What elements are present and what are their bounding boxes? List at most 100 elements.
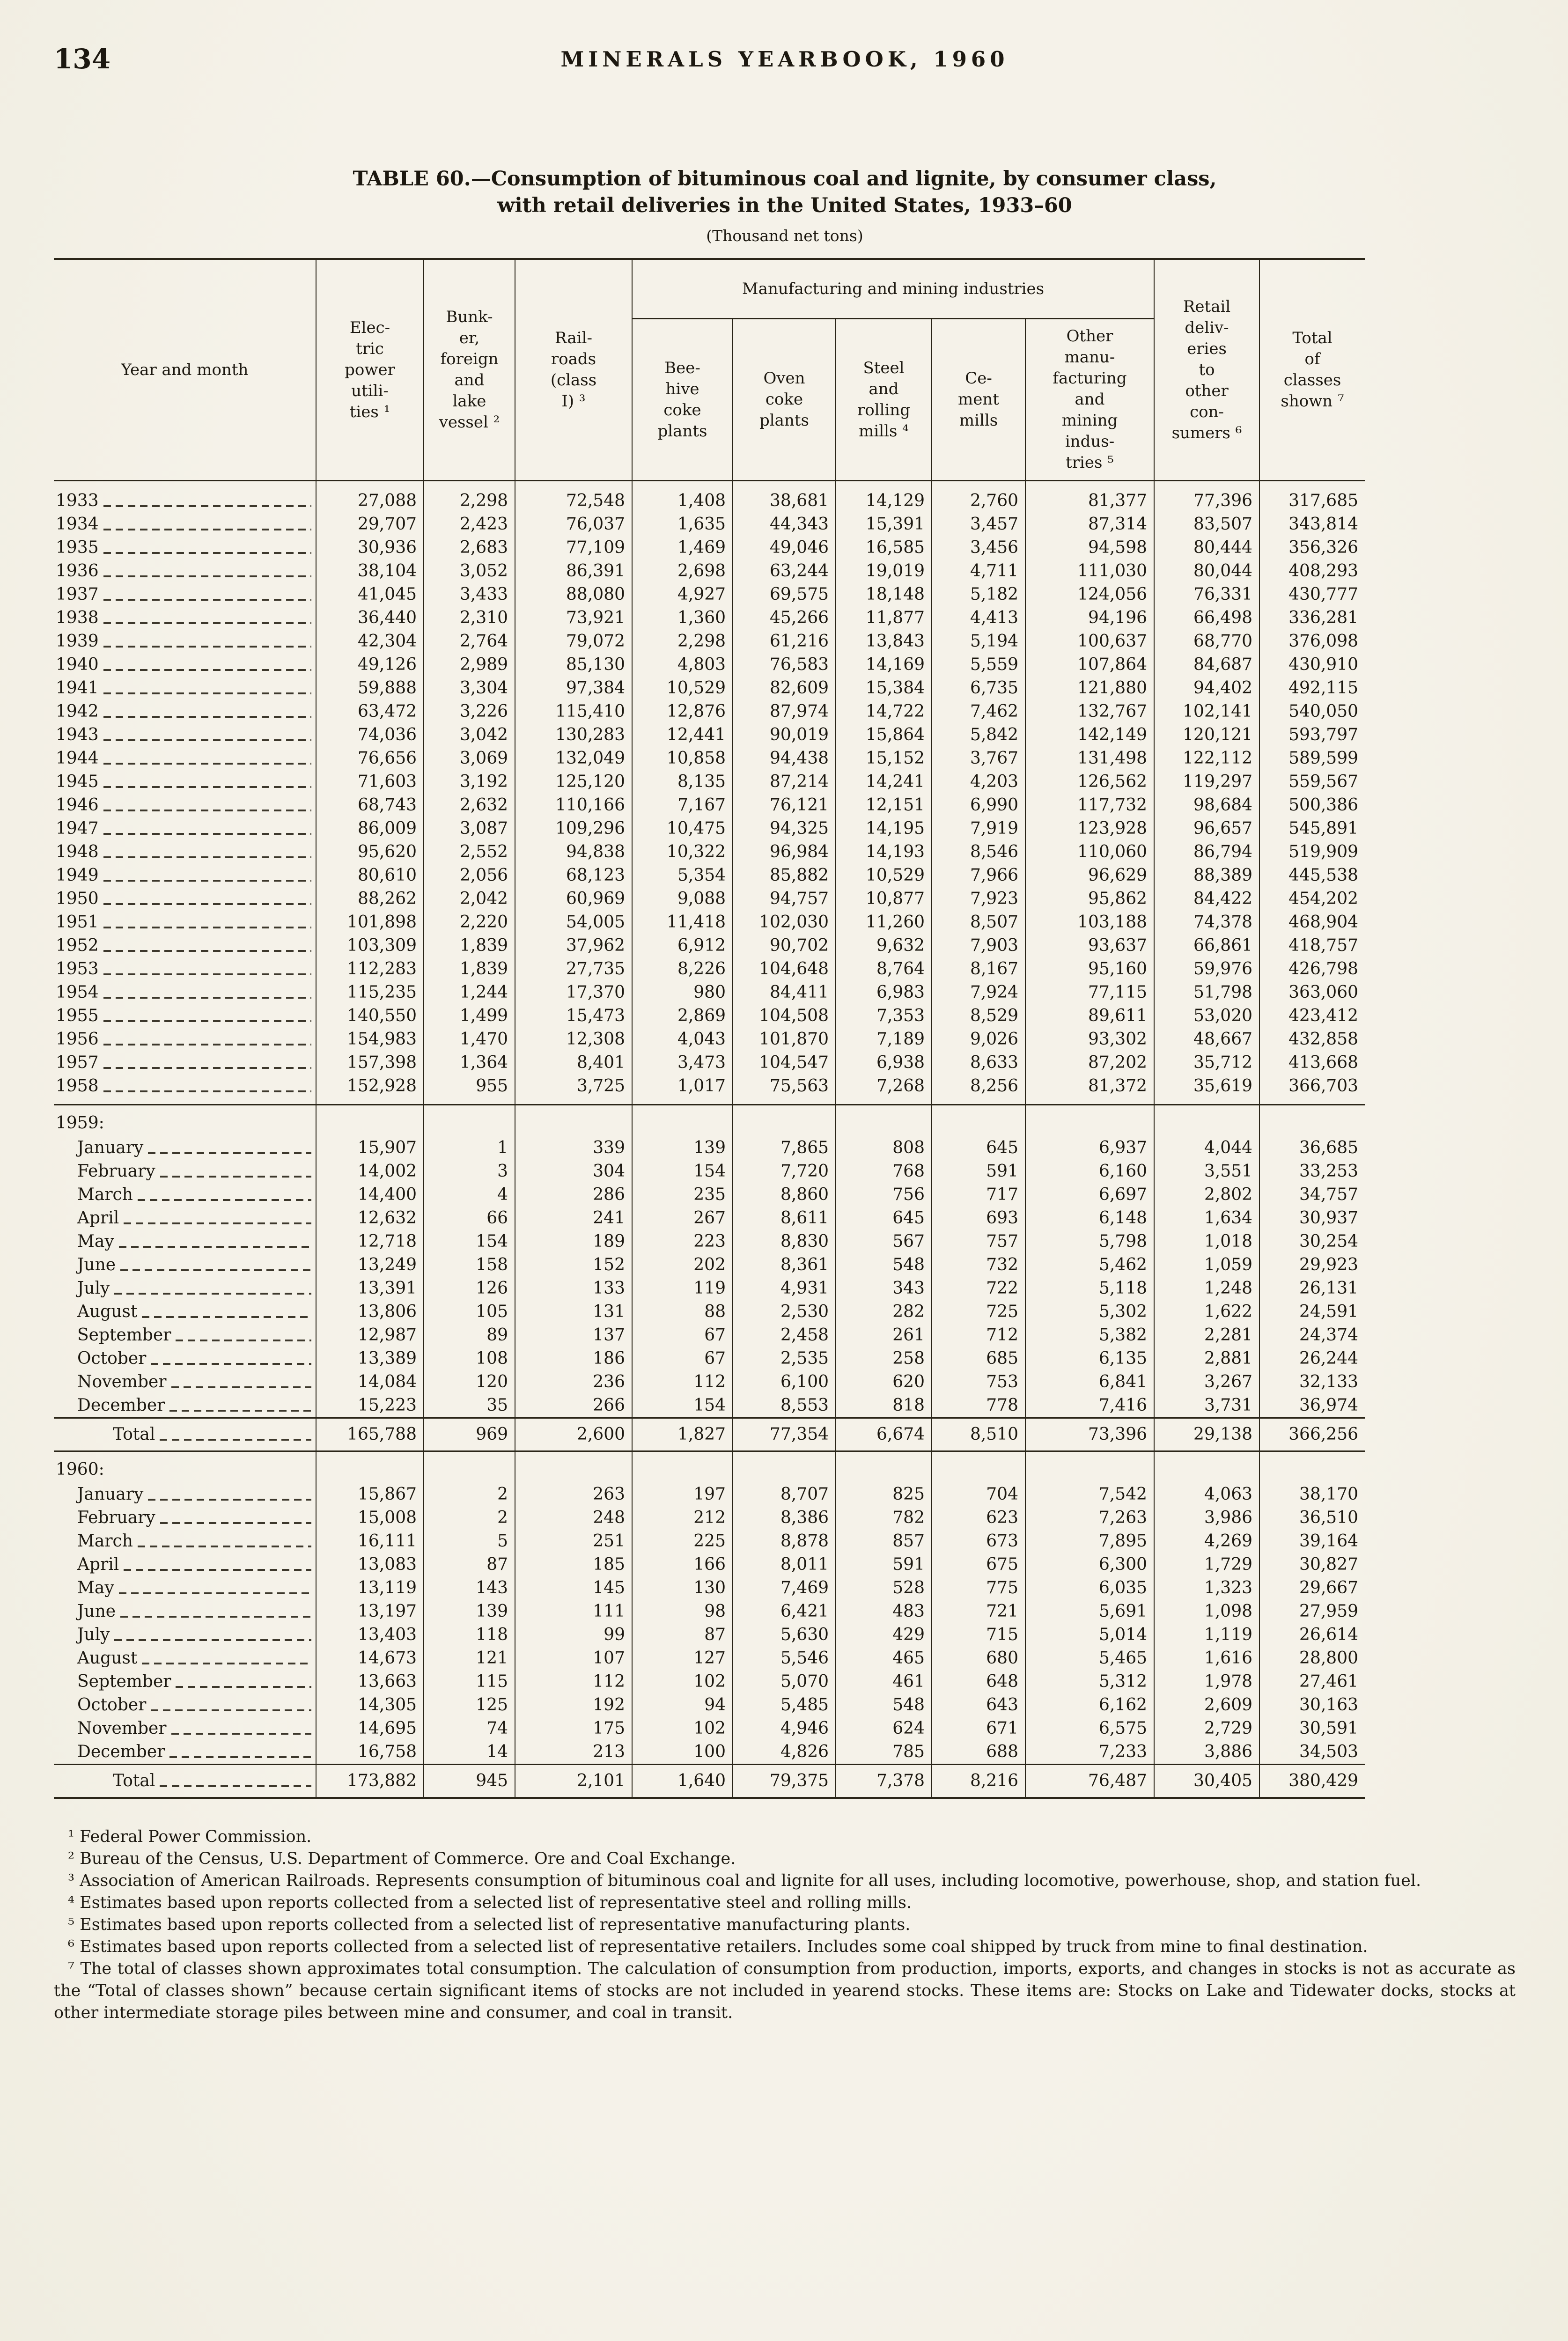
data-cell: 212 [632,1506,733,1530]
data-cell: 6,100 [732,1370,836,1394]
data-cell: 124,056 [1024,583,1155,606]
data-cell: 2,760 [931,480,1025,513]
row-label-cell: March [54,1183,316,1207]
row-label-cell: November [54,1717,316,1740]
data-cell: 722 [931,1277,1025,1300]
data-cell: 4,946 [732,1717,836,1740]
data-cell: 7,903 [931,934,1025,957]
row-label-wrap: 1943 [56,724,315,746]
row-label-wrap: 1959: [56,1112,315,1134]
data-cell: 14,400 [316,1183,424,1207]
data-cell: 185 [515,1553,632,1576]
row-label-wrap: 1936 [56,560,315,582]
data-cell: 84,687 [1154,653,1260,677]
leader-dashes [118,1592,311,1594]
data-cell: 6,841 [1024,1370,1155,1394]
row-label-cell: 1950 [54,887,316,911]
data-cell: 8,216 [931,1764,1025,1799]
data-cell: 28,800 [1259,1647,1365,1670]
data-cell: 648 [931,1670,1025,1693]
data-cell: 757 [931,1230,1025,1253]
data-cell: 115 [423,1670,515,1693]
data-cell: 8,707 [732,1483,836,1506]
data-cell [632,1104,733,1136]
data-cell: 857 [835,1530,932,1553]
data-cell: 154,983 [316,1028,424,1051]
row-label-wrap: September [56,1324,315,1347]
row-label-cell: 1955 [54,1004,316,1028]
data-cell: 1,469 [632,536,733,559]
data-cell: 15,384 [835,677,932,700]
data-cell: 645 [931,1136,1025,1160]
data-cell: 3,457 [931,513,1025,536]
table-title-line2: with retail deliveries in the United Sta… [497,194,1072,217]
data-cell: 15,867 [316,1483,424,1506]
leader-dashes [142,1663,311,1664]
data-cell: 84,422 [1154,887,1260,911]
leader-dashes [103,950,311,952]
leader-dashes [103,833,311,835]
data-cell: 380,429 [1259,1764,1365,1799]
row-label-wrap: 1951 [56,911,315,934]
data-cell: 5,546 [732,1647,836,1670]
data-cell: 66,861 [1154,934,1260,957]
row-label-cell: February [54,1160,316,1183]
data-cell: 2,632 [423,794,515,817]
row-label-wrap: January [56,1137,315,1159]
leader-dashes [103,529,311,530]
data-cell: 189 [515,1230,632,1253]
data-cell: 3,267 [1154,1370,1260,1394]
data-cell: 27,959 [1259,1600,1365,1623]
row-label-cell: February [54,1506,316,1530]
data-cell: 1,119 [1154,1623,1260,1647]
data-cell: 14,002 [316,1160,424,1183]
data-cell: 7,189 [835,1028,932,1051]
row-1938: 1938 36,440 2,310 73,921 1,360 45,266 11,877 4,… [54,606,1365,630]
row-label: October [77,1695,147,1715]
leader-dashes [176,1686,311,1688]
data-cell: 5,070 [732,1670,836,1693]
data-cell: 2,056 [423,864,515,887]
data-cell [1024,1450,1155,1483]
data-cell: 8,167 [931,957,1025,981]
data-cell: 79,375 [732,1764,836,1799]
data-cell: 107,864 [1024,653,1155,677]
data-cell: 96,657 [1154,817,1260,840]
leader-dashes [114,1639,311,1641]
data-cell: 98 [632,1600,733,1623]
data-cell: 8,529 [931,1004,1025,1028]
data-cell: 6,937 [1024,1136,1155,1160]
data-cell: 339 [515,1136,632,1160]
data-cell: 591 [835,1553,932,1576]
data-cell: 133 [515,1277,632,1300]
data-cell: 79,072 [515,630,632,653]
row-label-wrap: 1953 [56,958,315,980]
row-label-cell: May [54,1576,316,1600]
table-title-line1: TABLE 60.—Consumption of bituminous coal… [353,167,1217,191]
data-cell: 87,314 [1024,513,1155,536]
data-cell: 30,405 [1154,1764,1260,1799]
data-cell: 13,806 [316,1300,424,1324]
data-cell: 10,529 [632,677,733,700]
row-label: Total [113,1771,155,1790]
row-label: December [77,1742,165,1761]
row-1960-november: November 14,695 74 175 102 4,946 624 671 6,575 2,… [54,1717,1365,1740]
data-cell: 282 [835,1300,932,1324]
data-cell: 94 [632,1693,733,1717]
data-cell: 101,898 [316,911,424,934]
data-cell [732,1450,836,1483]
col-header-other-manufacturing: Other manu- facturing and mining indus- … [1024,318,1155,481]
data-cell: 4,826 [732,1740,836,1765]
leader-dashes [103,1090,311,1092]
data-cell: 154 [423,1230,515,1253]
row-label-cell: October [54,1693,316,1717]
data-cell: 6,300 [1024,1553,1155,1576]
data-cell: 120 [423,1370,515,1394]
data-cell: 2,698 [632,559,733,583]
row-1942: 1942 63,472 3,226 115,410 12,876 87,974 14,722… [54,700,1365,723]
data-cell: 110,060 [1024,840,1155,864]
data-cell: 90,019 [732,723,836,747]
data-cell: 152 [515,1253,632,1277]
data-cell: 3,551 [1154,1160,1260,1183]
data-cell: 955 [423,1075,515,1105]
